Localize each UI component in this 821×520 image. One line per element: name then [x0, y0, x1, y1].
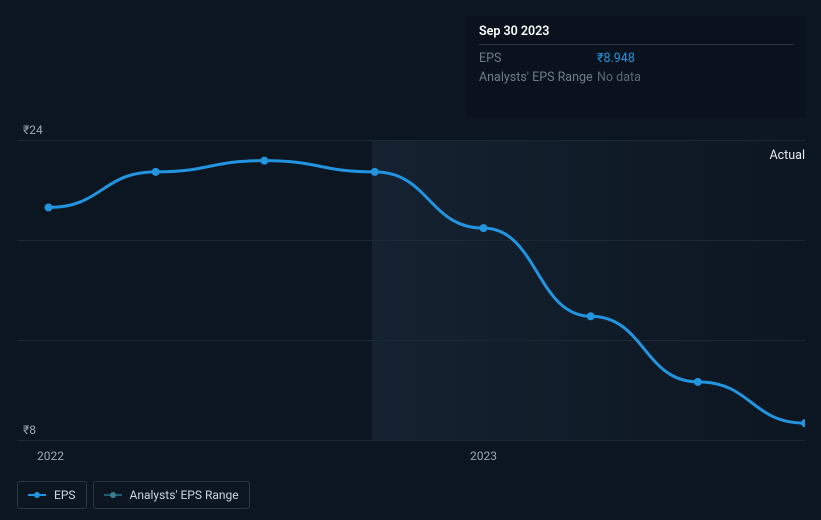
legend: EPS Analysts' EPS Range	[17, 481, 250, 509]
eps-chart: Sep 30 2023 EPS ₹8.948 Analysts' EPS Ran…	[0, 0, 821, 520]
y-axis-label-top: ₹24	[23, 123, 43, 137]
x-axis-label: 2022	[37, 449, 64, 463]
tooltip-label: Analysts' EPS Range	[479, 70, 597, 85]
tooltip-label: EPS	[479, 51, 597, 66]
plot-area[interactable]	[17, 140, 805, 440]
x-axis-label: 2023	[470, 449, 497, 463]
legend-item-range[interactable]: Analysts' EPS Range	[93, 481, 250, 509]
tooltip-row-eps: EPS ₹8.948	[479, 49, 794, 68]
line-series-svg	[17, 140, 805, 440]
tooltip-date: Sep 30 2023	[479, 24, 794, 45]
actual-label: Actual	[769, 148, 805, 163]
legend-swatch-icon	[28, 491, 46, 499]
legend-label: EPS	[54, 488, 76, 502]
y-axis-label-bottom: ₹8	[23, 423, 36, 437]
legend-label: Analysts' EPS Range	[130, 488, 239, 502]
legend-item-eps[interactable]: EPS	[17, 481, 87, 509]
tooltip-value: ₹8.948	[597, 51, 635, 66]
chart-tooltip: Sep 30 2023 EPS ₹8.948 Analysts' EPS Ran…	[467, 16, 806, 117]
legend-swatch-icon	[104, 491, 122, 499]
tooltip-row-range: Analysts' EPS Range No data	[479, 68, 794, 87]
tooltip-value: No data	[597, 70, 641, 85]
gridline	[17, 440, 805, 441]
